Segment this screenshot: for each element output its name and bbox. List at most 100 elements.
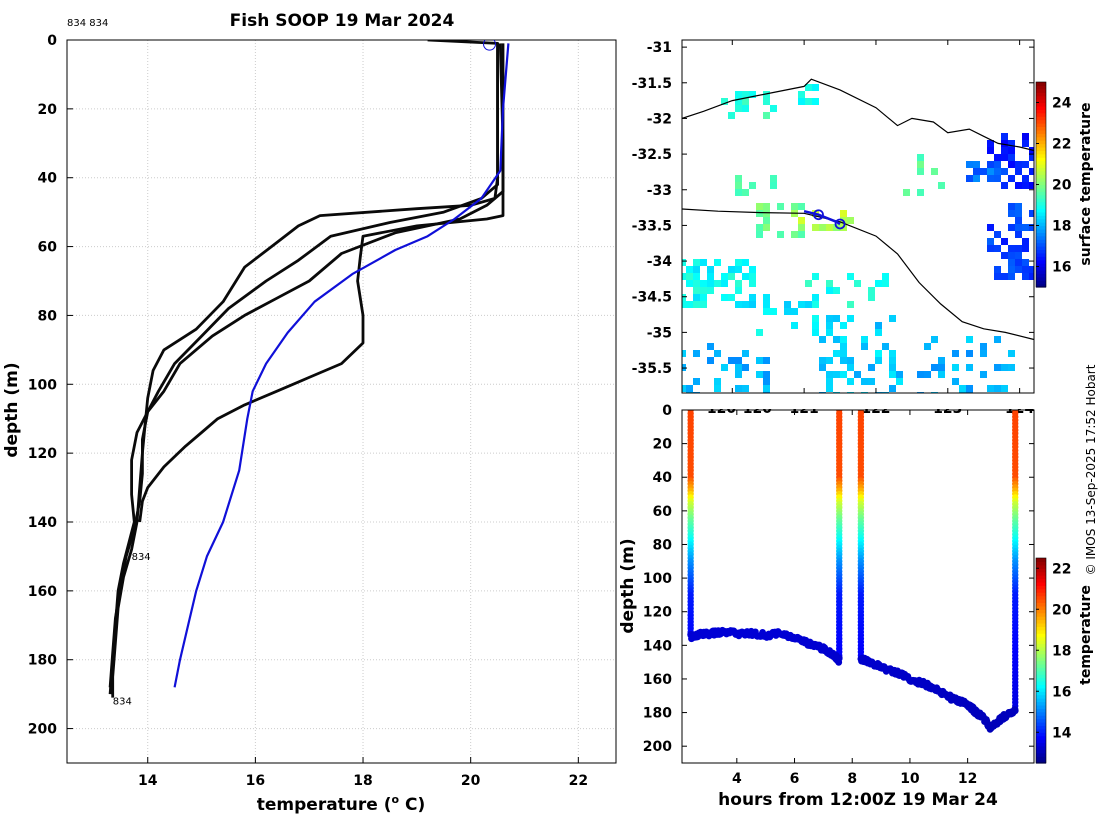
sst-cell bbox=[1022, 133, 1029, 140]
sst-cell bbox=[728, 294, 735, 301]
profile-y-tick-label: 180 bbox=[28, 653, 57, 669]
colorbar-segment bbox=[1036, 105, 1046, 110]
colorbar-segment bbox=[1036, 599, 1046, 604]
section-axes-frame bbox=[681, 409, 1035, 764]
colorbar-segment bbox=[1036, 568, 1046, 573]
sst-cell bbox=[966, 161, 973, 168]
colorbar-segment bbox=[1036, 691, 1046, 696]
sst-cell bbox=[770, 105, 777, 112]
sst-cell bbox=[924, 371, 931, 378]
section-y-tick-label: 100 bbox=[643, 571, 672, 587]
sst-cell bbox=[756, 203, 763, 210]
sst-cell bbox=[994, 175, 1001, 182]
sst-cell bbox=[1022, 175, 1029, 182]
sst-cell bbox=[987, 385, 994, 392]
colorbar-segment bbox=[1036, 102, 1046, 107]
sst-cell bbox=[1008, 154, 1015, 161]
colorbar-segment bbox=[1036, 687, 1046, 692]
sst-cell bbox=[682, 385, 686, 392]
colorbar-segment bbox=[1036, 167, 1046, 172]
sst-cell bbox=[707, 357, 714, 364]
sst-cell bbox=[791, 203, 798, 210]
map-y-tick-label: -35 bbox=[647, 325, 672, 341]
colorbar-segment bbox=[1036, 715, 1046, 720]
sst-cell bbox=[819, 336, 826, 343]
sst-cell bbox=[735, 266, 742, 273]
colorbar-segment bbox=[1036, 588, 1046, 593]
sst-cell bbox=[847, 315, 854, 322]
map-y-tick-label: -32.5 bbox=[632, 147, 672, 163]
colorbar-segment bbox=[1036, 215, 1046, 220]
sst-cell bbox=[700, 280, 707, 287]
colorbar-segment bbox=[1036, 235, 1046, 240]
sst-cell bbox=[889, 385, 896, 392]
sst-cell bbox=[682, 294, 686, 301]
colorbar-tick-label: 18 bbox=[1052, 643, 1071, 659]
sst-cell bbox=[682, 301, 686, 308]
sst-cell bbox=[693, 280, 700, 287]
sst-cell bbox=[840, 371, 847, 378]
sst-cell bbox=[1015, 217, 1022, 224]
sst-cell bbox=[875, 280, 882, 287]
sst-cell bbox=[714, 259, 721, 266]
colorbar-segment bbox=[1036, 157, 1046, 162]
section-x-tick-label: 12 bbox=[958, 771, 977, 787]
colorbar-segment bbox=[1036, 694, 1046, 699]
section-colorbar-label: temperature bbox=[1078, 585, 1094, 685]
sst-cell bbox=[784, 308, 791, 315]
colorbar-segment bbox=[1036, 633, 1046, 638]
colorbar-segment bbox=[1036, 756, 1046, 761]
sst-cell bbox=[1022, 161, 1029, 168]
sst-cell bbox=[994, 364, 1001, 371]
sst-cell bbox=[682, 273, 686, 280]
profile-x-tick-label: 14 bbox=[138, 773, 158, 789]
sst-cell bbox=[742, 273, 749, 280]
sst-cell bbox=[749, 266, 756, 273]
colorbar-segment bbox=[1036, 595, 1046, 600]
colorbar-segment bbox=[1036, 263, 1046, 268]
colorbar-segment bbox=[1036, 663, 1046, 668]
sst-cell bbox=[861, 343, 868, 350]
section-y-label: depth (m) bbox=[618, 538, 638, 633]
sst-cell bbox=[728, 357, 735, 364]
sst-cell bbox=[819, 364, 826, 371]
sst-cell bbox=[917, 371, 924, 378]
sst-cell bbox=[1015, 224, 1022, 231]
colorbar-segment bbox=[1036, 728, 1046, 733]
sst-cell bbox=[994, 266, 1001, 273]
profile-y-tick-label: 100 bbox=[28, 377, 57, 393]
sst-cell bbox=[1022, 266, 1029, 273]
sst-cell bbox=[763, 294, 770, 301]
ship-position-marker bbox=[813, 209, 824, 221]
colorbar-segment bbox=[1036, 269, 1046, 274]
sst-cell bbox=[840, 322, 847, 329]
sst-cell bbox=[693, 287, 700, 294]
colorbar-segment bbox=[1036, 160, 1046, 165]
colorbar-segment bbox=[1036, 653, 1046, 658]
colorbar-segment bbox=[1036, 273, 1046, 278]
sst-cell bbox=[1008, 175, 1015, 182]
sst-cell bbox=[1008, 210, 1015, 217]
sst-cell bbox=[826, 315, 833, 322]
colorbar-segment bbox=[1036, 646, 1046, 651]
colorbar-segment bbox=[1036, 711, 1046, 716]
sst-cell bbox=[798, 301, 805, 308]
colorbar-frame bbox=[1035, 557, 1047, 764]
sst-cell bbox=[833, 315, 840, 322]
sst-cell bbox=[735, 364, 742, 371]
sst-cell bbox=[868, 364, 875, 371]
sst-cell bbox=[840, 210, 847, 217]
sst-cell bbox=[721, 273, 728, 280]
colorbar-segment bbox=[1036, 211, 1046, 216]
sst-cell bbox=[994, 336, 1001, 343]
sst-cell bbox=[791, 231, 798, 238]
colorbar-segment bbox=[1036, 650, 1046, 655]
sst-cell bbox=[749, 273, 756, 280]
sst-cell bbox=[973, 168, 980, 175]
sst-cell bbox=[693, 294, 700, 301]
sst-cell bbox=[917, 168, 924, 175]
sst-cell bbox=[735, 301, 742, 308]
sst-cell bbox=[1008, 350, 1015, 357]
colorbar-segment bbox=[1036, 616, 1046, 621]
sst-cell bbox=[987, 245, 994, 252]
